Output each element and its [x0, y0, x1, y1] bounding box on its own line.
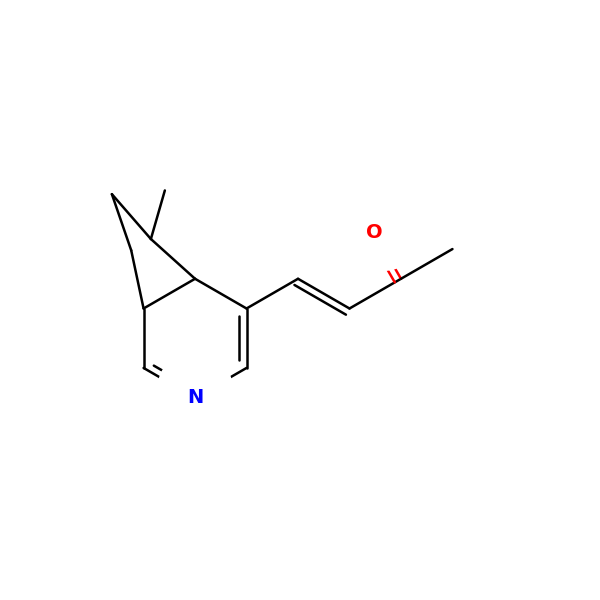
Text: O: O: [366, 223, 383, 242]
Text: N: N: [187, 388, 203, 407]
